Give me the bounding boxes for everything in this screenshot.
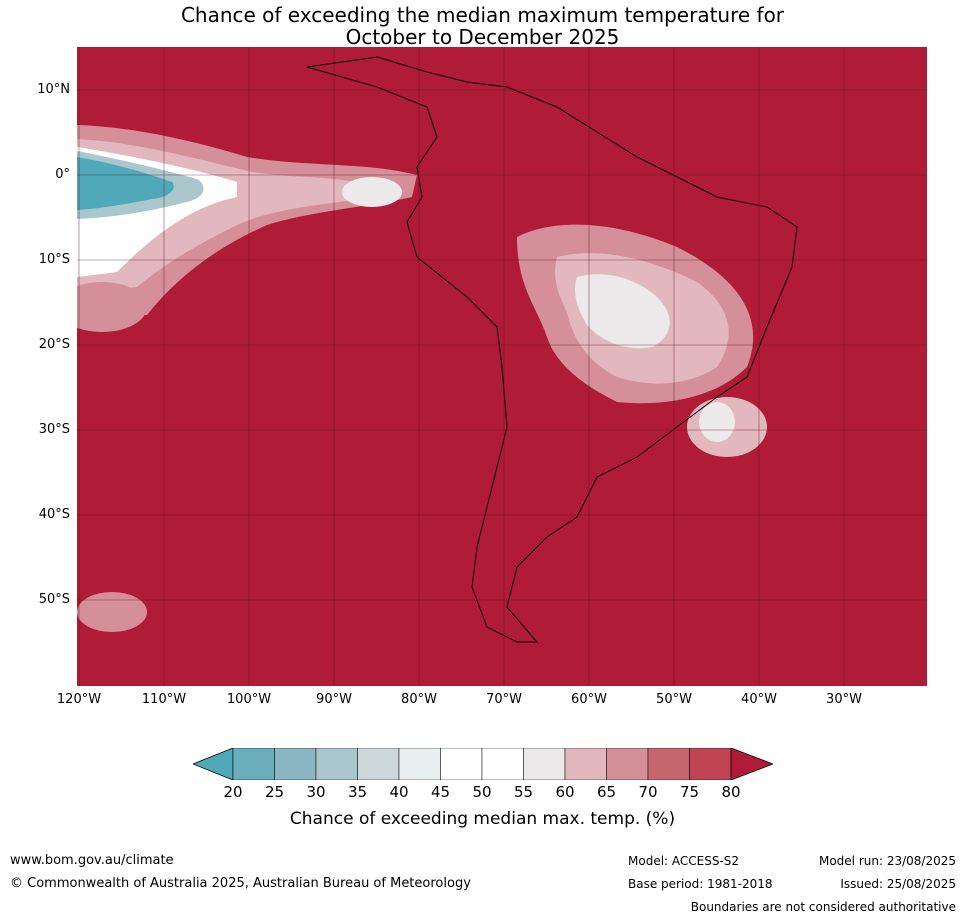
colorbar-tick-75: 75	[679, 783, 700, 801]
lat-label-10n: 10°N	[37, 82, 70, 97]
colorbar-seg-20-25	[232, 748, 275, 780]
colorbar-tick-25: 25	[264, 783, 285, 801]
colorbar-low-arrow	[193, 748, 234, 780]
colorbar-tick-40: 40	[389, 783, 409, 801]
colorbar-tick-55: 55	[513, 783, 534, 801]
colorbar-tick-70: 70	[638, 783, 658, 801]
colorbar-tick-50: 50	[472, 783, 492, 801]
lon-label-110w: 110°W	[141, 692, 187, 707]
title-line-2: October to December 2025	[345, 25, 620, 49]
patagonia-pink	[77, 592, 147, 632]
colorbar-segments	[232, 748, 732, 780]
galapagos-white	[342, 177, 402, 207]
lon-label-80w: 80°W	[401, 692, 437, 707]
footer-issued: Issued: 25/08/2025	[840, 877, 956, 891]
lat-label-30s: 30°S	[38, 422, 70, 437]
colorbar-seg-30-35	[315, 748, 358, 780]
colorbar-tick-30: 30	[306, 783, 326, 801]
colorbar-tick-45: 45	[430, 783, 451, 801]
footer-model-run: Model run: 23/08/2025	[818, 854, 956, 868]
grid-lines	[77, 47, 927, 686]
footer-disclaimer: Boundaries are not considered authoritat…	[690, 900, 956, 914]
colorbar-seg-25-30	[274, 748, 317, 780]
colorbar-seg-35-40	[357, 748, 400, 780]
colorbar-seg-70-75	[647, 748, 690, 780]
lat-label-0: 0°	[55, 167, 70, 182]
colorbar-seg-40-45	[398, 748, 441, 780]
lon-label-100w: 100°W	[226, 692, 272, 707]
lon-label-90w: 90°W	[316, 692, 352, 707]
lon-label-40w: 40°W	[741, 692, 777, 707]
colorbar-tick-20: 20	[223, 783, 243, 801]
colorbar-seg-50-55	[481, 748, 524, 780]
title-line-1: Chance of exceeding the median maximum t…	[180, 3, 785, 27]
lat-label-40s: 40°S	[38, 507, 70, 522]
brazil-anomaly-white	[575, 274, 670, 349]
probability-map	[77, 47, 927, 686]
pacific-pink-spot	[77, 282, 147, 332]
colorbar-tick-60: 60	[555, 783, 575, 801]
colorbar-seg-55-60	[523, 748, 566, 780]
lon-label-70w: 70°W	[486, 692, 522, 707]
pacific-anomaly-teal	[77, 157, 174, 210]
colorbar-seg-60-65	[564, 748, 607, 780]
map-title: Chance of exceeding the median maximum t…	[0, 4, 965, 48]
lon-label-120w: 120°W	[56, 692, 102, 707]
lat-label-10s: 10°S	[38, 252, 70, 267]
lat-label-20s: 20°S	[38, 337, 70, 352]
colorbar-seg-75-80	[689, 748, 732, 780]
footer-url: www.bom.gov.au/climate	[10, 853, 174, 868]
atlantic-anomaly-white	[699, 402, 735, 442]
colorbar-tick-65: 65	[596, 783, 617, 801]
colorbar	[193, 748, 773, 780]
south-america-coastline	[306, 56, 798, 643]
footer-copyright: © Commonwealth of Australia 2025, Austra…	[10, 876, 471, 891]
colorbar-seg-45-50	[440, 748, 483, 780]
footer-base-period: Base period: 1981-2018	[628, 877, 773, 891]
lon-label-50w: 50°W	[656, 692, 692, 707]
footer-model: Model: ACCESS-S2	[628, 854, 740, 868]
colorbar-tick-80: 80	[721, 783, 741, 801]
lon-label-60w: 60°W	[571, 692, 607, 707]
lon-label-30w: 30°W	[826, 692, 862, 707]
lat-label-50s: 50°S	[38, 592, 70, 607]
colorbar-label: Chance of exceeding median max. temp. (%…	[289, 809, 676, 829]
colorbar-seg-65-70	[606, 748, 649, 780]
colorbar-tick-35: 35	[347, 783, 368, 801]
colorbar-high-arrow	[730, 748, 773, 780]
map-canvas	[77, 47, 927, 686]
